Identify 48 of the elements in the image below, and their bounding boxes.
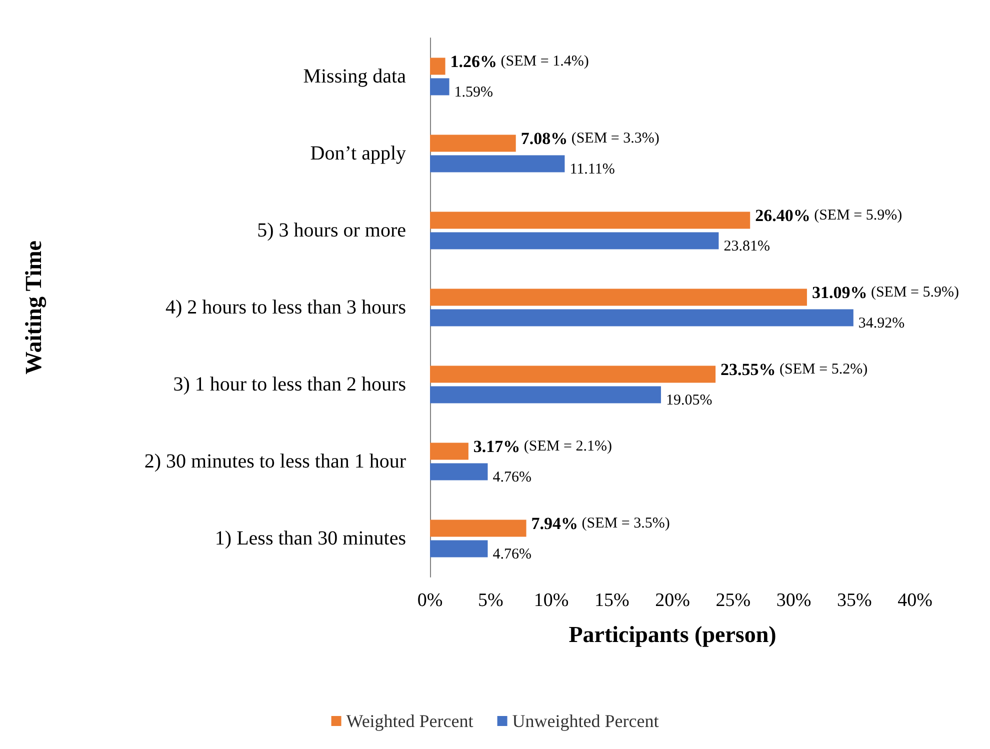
x-tick-label: 25% bbox=[716, 590, 751, 611]
data-label: 1.59% bbox=[454, 84, 494, 101]
data-label: 34.92% bbox=[858, 316, 905, 332]
legend-label: Unweighted Percent bbox=[512, 711, 659, 731]
data-label: 7.08% (SEM = 3.3%) bbox=[520, 128, 660, 148]
data-label: 1.26% (SEM = 1.4%) bbox=[450, 52, 589, 71]
x-tick-label: 20% bbox=[655, 590, 690, 611]
x-tick-label: 5% bbox=[478, 590, 504, 611]
x-tick-label: 10% bbox=[534, 590, 569, 611]
data-label: 11.11% bbox=[570, 162, 615, 178]
bar bbox=[430, 155, 565, 172]
data-label: 31.09% (SEM = 5.9%) bbox=[812, 282, 960, 302]
bar bbox=[430, 463, 488, 480]
data-label: 4.76% bbox=[492, 546, 532, 563]
y-tick-label: 2) 30 minutes to less than 1 hour bbox=[144, 450, 406, 472]
bar bbox=[430, 78, 450, 96]
bar bbox=[430, 366, 716, 383]
y-axis-title: Waiting Time bbox=[21, 240, 47, 374]
y-tick-label: Don’t apply bbox=[310, 142, 406, 164]
bar bbox=[430, 134, 516, 152]
y-tick-label: 5) 3 hours or more bbox=[257, 220, 406, 242]
x-tick-label: 35% bbox=[836, 590, 872, 611]
data-label: 23.81% bbox=[724, 238, 770, 255]
x-axis-title: Participants (person) bbox=[568, 622, 776, 647]
x-tick-label: 0% bbox=[417, 590, 443, 611]
bar bbox=[430, 442, 468, 460]
y-tick-label: Missing data bbox=[303, 66, 406, 88]
bar bbox=[430, 540, 488, 558]
x-tick-label: 30% bbox=[776, 590, 812, 611]
data-label: 7.94% (SEM = 3.5%) bbox=[531, 514, 670, 533]
bar bbox=[430, 288, 807, 306]
bar bbox=[430, 309, 854, 326]
bar bbox=[430, 520, 526, 537]
x-tick-label: 15% bbox=[594, 590, 630, 611]
y-tick-label: 3) 1 hour to less than 2 hours bbox=[173, 374, 406, 396]
data-label: 4.76% bbox=[492, 470, 532, 486]
legend-label: Weighted Percent bbox=[346, 711, 474, 731]
data-label: 23.55% (SEM = 5.2%) bbox=[720, 360, 868, 379]
bar bbox=[430, 386, 661, 404]
bar bbox=[430, 232, 719, 250]
bar bbox=[430, 212, 750, 229]
bar bbox=[430, 58, 446, 75]
y-tick-label: 1) Less than 30 minutes bbox=[214, 528, 406, 550]
data-label: 26.40% (SEM = 5.9%) bbox=[755, 206, 902, 225]
y-tick-label: 4) 2 hours to less than 3 hours bbox=[165, 296, 406, 318]
data-label: 19.05% bbox=[666, 392, 712, 409]
x-tick-label: 40% bbox=[898, 590, 933, 611]
data-label: 3.17% (SEM = 2.1%) bbox=[473, 436, 612, 456]
